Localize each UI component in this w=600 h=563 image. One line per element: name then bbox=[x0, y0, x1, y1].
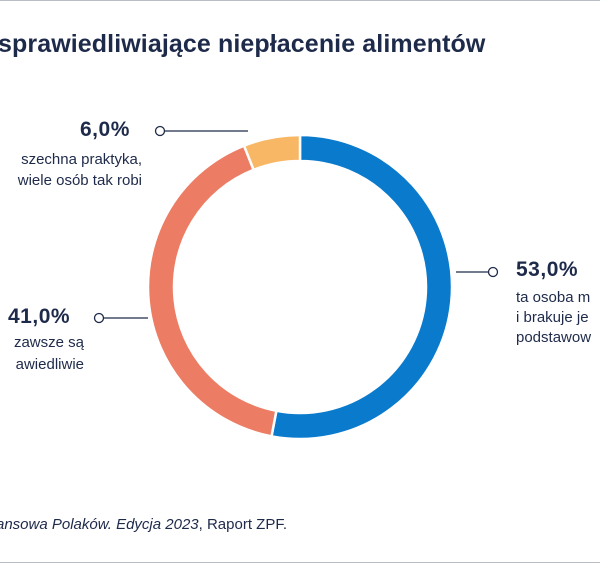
slice-label-6-line1: szechna praktyka, bbox=[21, 151, 142, 168]
source-rest: , Raport ZPF. bbox=[198, 516, 287, 533]
slice-label-53-line2: i brakuje je bbox=[516, 309, 589, 326]
slice-value-53: 53,0% bbox=[516, 258, 579, 281]
leader-dot-53 bbox=[487, 266, 499, 278]
slice-label-41-line2: awiedliwie bbox=[15, 356, 84, 373]
donut-slice-53,0% bbox=[270, 133, 454, 441]
slice-label-53-line3: podstawow bbox=[516, 329, 592, 346]
donut-slice-41,0% bbox=[146, 144, 278, 438]
donut-slice-6,0% bbox=[242, 133, 302, 172]
source-note: ansowa Polaków. Edycja 2023, Raport ZPF. bbox=[0, 516, 287, 533]
slice-value-6: 6,0% bbox=[80, 118, 130, 141]
leader-dot-6 bbox=[154, 125, 166, 137]
source-italic: ansowa Polaków. Edycja 2023 bbox=[0, 516, 199, 533]
slice-value-41: 41,0% bbox=[8, 305, 71, 328]
slice-label-53-line1: ta osoba m bbox=[516, 289, 591, 306]
slice-label-6-line2: wiele osób tak robi bbox=[17, 172, 142, 189]
chart-title: sprawiedliwiające niepłacenie alimentów bbox=[0, 30, 486, 58]
leader-dot-41 bbox=[93, 312, 105, 324]
slice-label-41-line1: zawsze są bbox=[13, 334, 84, 351]
